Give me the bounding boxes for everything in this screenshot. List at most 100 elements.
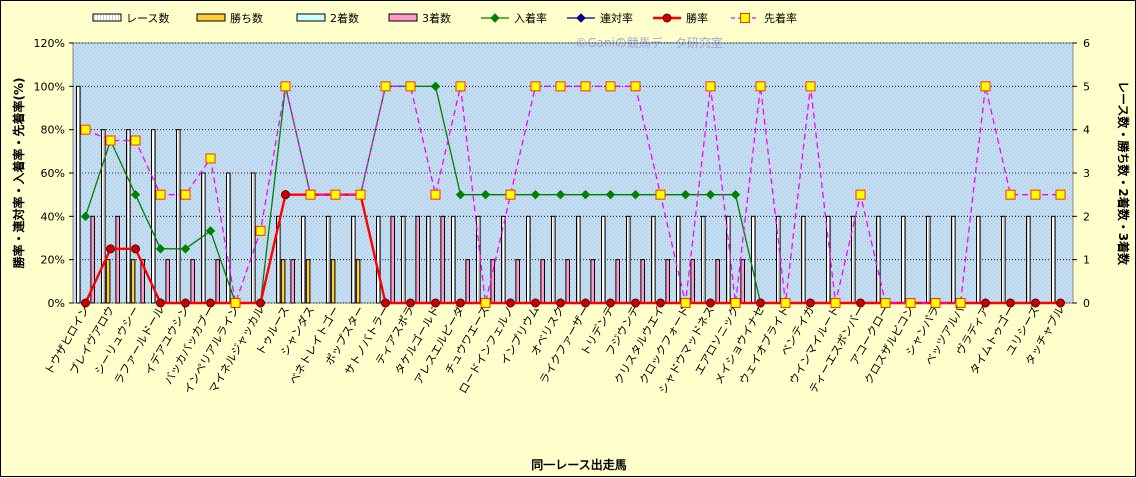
legend-label: 3着数 bbox=[422, 11, 451, 25]
bar-レース数 bbox=[951, 215, 956, 304]
point-勝率 bbox=[81, 298, 90, 308]
point-先着率 bbox=[380, 81, 391, 92]
bar-3着数 bbox=[490, 259, 495, 304]
bar-3着数 bbox=[115, 215, 121, 304]
point-勝率 bbox=[606, 298, 615, 308]
point-勝率 bbox=[256, 298, 265, 308]
bar-レース数 bbox=[901, 215, 906, 304]
bar-レース数 bbox=[351, 215, 356, 304]
point-勝率 bbox=[756, 298, 765, 308]
legend-label: 先着率 bbox=[764, 11, 797, 25]
point-先着率 bbox=[855, 189, 866, 200]
point-入着率 bbox=[430, 81, 441, 92]
point-先着率 bbox=[655, 189, 666, 200]
bar-3着数 bbox=[515, 259, 521, 304]
legend-marker bbox=[662, 13, 672, 23]
bar-レース数 bbox=[326, 215, 331, 304]
bar-勝ち数 bbox=[280, 259, 286, 304]
y-axis-title-right: レース数・勝ち数・2着数・3着数 bbox=[1116, 81, 1131, 266]
y-tick-left: 60% bbox=[41, 167, 65, 180]
point-勝率 bbox=[406, 298, 415, 308]
bar-3着数 bbox=[140, 259, 145, 304]
bar-レース数 bbox=[1051, 215, 1056, 304]
bar-レース数 bbox=[976, 215, 981, 304]
y-tick-left: 0% bbox=[48, 297, 65, 310]
point-勝率 bbox=[156, 298, 165, 308]
bar-レース数 bbox=[651, 215, 656, 304]
bar-レース数 bbox=[751, 215, 756, 304]
point-勝率 bbox=[706, 298, 715, 308]
bar-レース数 bbox=[76, 85, 81, 304]
bar-勝ち数 bbox=[355, 259, 361, 304]
point-入着率 bbox=[605, 189, 616, 200]
legend-swatch bbox=[388, 13, 418, 22]
watermark: ©Ganiの競馬データ研究室 bbox=[575, 35, 723, 50]
point-先着率 bbox=[305, 189, 316, 200]
bar-レース数 bbox=[676, 215, 681, 304]
bar-3着数 bbox=[565, 259, 571, 304]
plot-area bbox=[72, 42, 1074, 304]
point-先着率 bbox=[680, 298, 691, 308]
point-勝率 bbox=[806, 298, 815, 308]
point-先着率 bbox=[905, 298, 916, 308]
point-先着率 bbox=[255, 225, 266, 236]
x-axis-title: 同一レース出走馬 bbox=[531, 457, 626, 472]
y-tick-left: 80% bbox=[41, 124, 65, 137]
legend-label: 勝率 bbox=[686, 11, 708, 25]
bar-勝ち数 bbox=[130, 259, 136, 304]
bar-レース数 bbox=[551, 215, 556, 304]
point-勝率 bbox=[556, 298, 565, 308]
bar-3着数 bbox=[440, 215, 445, 304]
legend-swatch bbox=[196, 13, 226, 22]
point-先着率 bbox=[205, 153, 216, 164]
point-先着率 bbox=[705, 81, 716, 92]
point-先着率 bbox=[480, 298, 491, 308]
point-勝率 bbox=[531, 298, 540, 308]
bar-3着数 bbox=[190, 259, 195, 304]
y-tick-left: 120% bbox=[34, 37, 65, 50]
point-勝率 bbox=[1006, 298, 1015, 308]
point-先着率 bbox=[105, 135, 116, 146]
point-入着率 bbox=[180, 244, 191, 254]
point-先着率 bbox=[230, 298, 241, 308]
bar-レース数 bbox=[876, 215, 881, 304]
bar-勝ち数 bbox=[330, 259, 336, 304]
point-先着率 bbox=[780, 298, 791, 308]
bar-レース数 bbox=[151, 129, 156, 304]
y-tick-right: 4 bbox=[1083, 124, 1090, 137]
point-先着率 bbox=[930, 298, 941, 308]
point-入着率 bbox=[80, 211, 91, 222]
point-先着率 bbox=[955, 298, 966, 308]
point-先着率 bbox=[1030, 189, 1041, 200]
point-先着率 bbox=[630, 81, 641, 92]
bar-レース数 bbox=[376, 215, 381, 304]
point-入着率 bbox=[205, 226, 216, 236]
bar-レース数 bbox=[601, 215, 606, 304]
y-tick-left: 100% bbox=[34, 80, 65, 93]
point-先着率 bbox=[155, 189, 166, 200]
point-勝率 bbox=[981, 298, 990, 308]
bar-レース数 bbox=[826, 215, 831, 304]
point-先着率 bbox=[555, 81, 566, 92]
bar-レース数 bbox=[801, 215, 806, 304]
legend-label: 勝ち数 bbox=[230, 11, 263, 25]
bar-勝ち数 bbox=[105, 259, 111, 304]
point-入着率 bbox=[480, 189, 491, 200]
bar-勝ち数 bbox=[305, 259, 311, 304]
bar-レース数 bbox=[626, 215, 631, 304]
point-先着率 bbox=[980, 81, 991, 92]
bar-レース数 bbox=[701, 215, 706, 304]
point-先着率 bbox=[830, 298, 841, 308]
y-tick-left: 40% bbox=[41, 210, 65, 223]
point-勝率 bbox=[856, 298, 865, 308]
point-勝率 bbox=[631, 298, 640, 308]
bar-レース数 bbox=[176, 129, 181, 304]
y-tick-left: 20% bbox=[41, 254, 65, 267]
bar-3着数 bbox=[415, 215, 420, 304]
bar-3着数 bbox=[640, 259, 646, 304]
y-tick-right: 1 bbox=[1083, 254, 1090, 267]
point-勝率 bbox=[456, 298, 465, 308]
y-tick-right: 3 bbox=[1083, 167, 1090, 180]
bar-レース数 bbox=[201, 172, 206, 304]
